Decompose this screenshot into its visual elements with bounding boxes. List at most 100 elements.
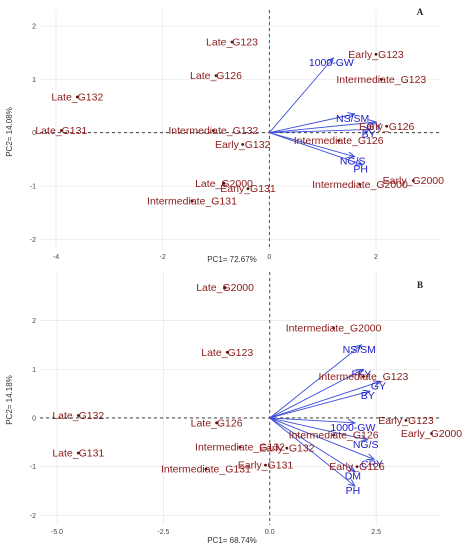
observation-point [223,286,227,289]
observation-label: Intermediate_G123 [336,74,426,86]
x-tick-label: -4 [53,254,59,261]
observation-point [404,418,408,422]
variable-label: NS/SM [336,113,369,125]
observation-point [362,375,365,379]
loading-arrow [269,417,355,472]
x-axis-label: PC1= 68.74% [207,536,257,545]
observation-point [238,445,242,449]
observation-label: Intermediate_G132 [195,442,285,454]
observation-label: Early_G132 [215,139,271,151]
observation-point [358,183,362,186]
y-tick-label: -2 [30,513,36,520]
observation-label: Late_G126 [190,70,242,82]
observation-label: Late_G2000 [196,282,254,294]
variable-label: 1000-GW [330,422,375,434]
y-tick-label: 1 [32,77,36,84]
observation-point [214,74,218,77]
loading-arrow [269,417,355,423]
loading-arrow [269,345,361,419]
observation-point [430,432,433,435]
observation-label: Late_G131 [35,125,87,137]
observation-label: Late_G132 [52,410,104,422]
observation-label: Early_G2000 [383,175,444,187]
observation-point [215,421,218,425]
loading-arrow [268,58,333,133]
loading-arrow [269,132,354,157]
observation-label: Early_G123 [378,415,434,427]
observation-label: Intermediate_G131 [161,464,251,476]
loading-arrow [269,391,370,419]
variable-label: BY [361,390,375,402]
observation-point [222,181,226,185]
variable-label: PH [353,164,368,176]
observation-label: Intermediate_G2000 [312,179,408,191]
observation-label: Early_G126 [359,121,415,133]
loading-arrow [269,114,354,134]
observation-label: Intermediate_G132 [168,125,258,137]
x-tick-label: 2 [374,254,378,261]
panel-b: -5.0 -2.5 0.0 2.5 -2 -1 0 1 2 PC1= 68.74% PC2= 14.… [5,272,462,545]
x-axis-label: PC1= 72.67% [207,255,257,264]
y-axis-label: PC2= 14.08% [5,107,14,157]
y-tick-label: 0 [32,415,36,422]
observation-point [374,52,378,56]
observation-point [75,95,79,99]
y-tick-label: 2 [32,318,36,325]
observation-point [355,465,359,469]
x-tick-label: 0.0 [265,529,275,536]
x-tick-label: -2 [160,254,166,261]
observation-label: Intermediate_G126 [294,135,384,147]
observation-label: Late_G126 [191,417,243,429]
observation-point [285,446,289,450]
observation-point [385,124,389,128]
variable-label: FFY [351,368,371,380]
x-tick-label: -5.0 [51,529,63,536]
observation-point [379,77,383,81]
observation-label: Late_G132 [51,91,103,103]
y-tick-label: -2 [30,237,36,244]
observation-label: Late_G123 [201,347,253,359]
variable-label: NG/S [353,439,379,451]
x-tick-label: 0 [267,254,271,261]
observation-point [337,139,341,143]
y-axis-label: PC2= 14.18% [5,375,14,425]
observation-point [230,40,234,44]
observation-label: Intermediate_G131 [147,195,237,207]
variable-label: CRY [361,458,383,470]
variable-label: NS/SM [343,344,376,356]
y-tick-label: -1 [30,184,36,191]
variable-label: 1000-GW [309,57,354,69]
variable-label: BY [362,128,376,140]
observation-point [332,326,336,330]
y-tick-label: 0 [32,130,36,137]
loading-arrow [269,122,376,134]
panel-label: A [417,7,424,17]
observation-label: Early_G131 [220,183,276,195]
x-tick-label: 2.5 [371,529,381,536]
loading-arrow [269,369,364,419]
observation-label: Early_G2000 [401,428,462,440]
observation-label: Intermediate_G126 [289,429,379,441]
observation-point [76,451,80,455]
y-tick-label: 2 [32,24,36,31]
observation-point [246,187,250,191]
observation-label: Late_G123 [206,37,258,49]
observation-point [332,433,336,437]
loading-arrow [269,132,362,165]
loading-arrow [269,417,368,440]
observation-label: Intermediate_G2000 [286,322,382,334]
y-tick-label: -1 [30,464,36,471]
panel-label: B [417,280,423,290]
loading-arrow [269,129,370,132]
variable-label: GY [371,380,386,392]
observation-point [76,414,80,417]
observation-label: Intermediate_G123 [318,371,408,383]
observation-label: Late_G131 [52,447,104,459]
variable-label: PH [346,485,361,497]
y-tick-label: 1 [32,367,36,374]
loading-arrow [269,381,381,419]
observation-label: Late_G2000 [195,178,253,190]
observation-point [241,143,245,146]
observation-label: Early_G123 [348,49,404,61]
